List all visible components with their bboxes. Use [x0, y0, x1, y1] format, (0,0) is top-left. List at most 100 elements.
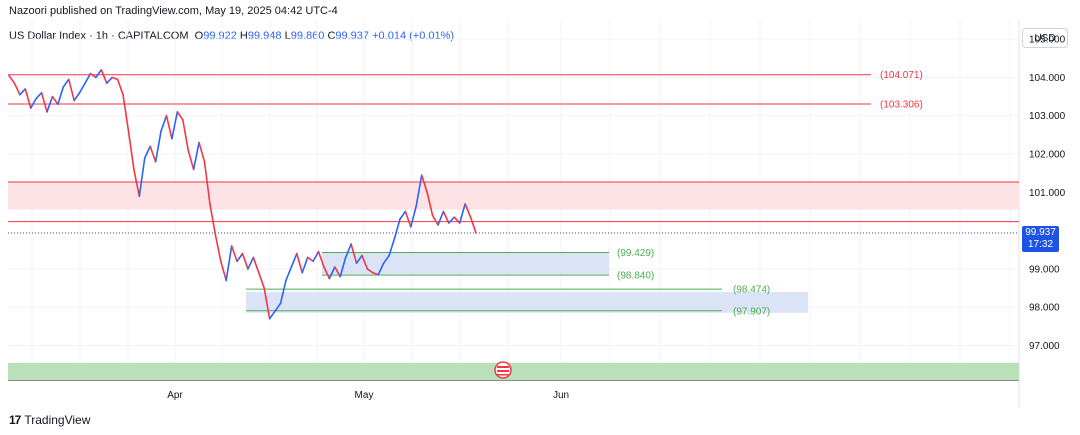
price-segment	[100, 68, 108, 84]
price-segment	[296, 252, 304, 274]
price-segment	[464, 203, 472, 219]
price-segment	[257, 271, 266, 289]
price-segment	[355, 254, 363, 264]
price-segment	[350, 243, 358, 264]
price-segment	[263, 287, 271, 320]
price-segment	[51, 95, 59, 106]
resistance-label: (104.071)	[880, 70, 923, 81]
price-segment	[437, 210, 445, 226]
price-segment	[35, 91, 43, 100]
price-segment	[268, 310, 276, 320]
price-segment	[171, 111, 179, 140]
price-segment	[73, 91, 81, 102]
price-segment	[138, 157, 146, 197]
grid	[8, 20, 1020, 408]
price-segment	[469, 216, 477, 234]
price-segment	[279, 279, 287, 305]
price-segment	[317, 250, 325, 268]
price-segment	[236, 252, 244, 263]
time-axis[interactable]: Apr May Jun	[167, 390, 569, 401]
time-tick-label: Jun	[553, 390, 569, 401]
us-flag-stripe	[497, 374, 509, 376]
price-tick-label: 98.000	[1029, 303, 1060, 314]
price-segment	[399, 210, 407, 220]
price-segment	[46, 95, 54, 113]
open-label: O	[194, 30, 204, 42]
price-segment	[382, 254, 390, 264]
price-segment	[285, 266, 293, 282]
price-segment	[214, 233, 222, 263]
price-segment	[344, 243, 352, 259]
price-segment	[252, 256, 260, 274]
price-segment	[19, 88, 27, 96]
price-segment	[442, 210, 450, 224]
price-segment	[181, 118, 189, 152]
price-segment	[143, 145, 151, 159]
price-segment	[448, 216, 456, 224]
price-segment	[393, 218, 401, 240]
price-segment	[95, 68, 103, 79]
price-segment	[230, 245, 238, 263]
price-segment	[89, 72, 97, 79]
tradingview-mark-icon: 17	[9, 413, 21, 427]
price-segment	[165, 114, 173, 140]
price-segment	[209, 203, 217, 236]
price-segment	[290, 252, 298, 268]
price-segment	[312, 250, 320, 263]
price-segment	[198, 141, 206, 163]
price-tick-label: 105.000	[1029, 35, 1066, 46]
price-segment	[133, 168, 141, 197]
price-segment	[306, 256, 314, 263]
price-segment	[67, 78, 75, 102]
tradingview-logo[interactable]: 17 TradingView	[9, 413, 90, 427]
price-tick-label: 101.000	[1029, 188, 1066, 199]
us-flag-stripe	[497, 370, 509, 372]
price-tick-label: 99.000	[1029, 264, 1060, 275]
support-zone-2	[246, 292, 808, 313]
price-tick-label: 104.000	[1029, 73, 1066, 84]
price-segment	[149, 145, 157, 163]
price-segment	[328, 266, 336, 280]
bottom-zone	[8, 362, 1019, 380]
price-segment	[388, 237, 396, 257]
price-segment	[323, 266, 331, 280]
price-segment	[420, 174, 428, 194]
price-segment	[366, 268, 374, 274]
support-label: (99.429)	[617, 248, 654, 259]
resistance-zone	[8, 182, 1019, 210]
support-label: (98.840)	[617, 271, 654, 282]
resistance-label: (103.306)	[880, 100, 923, 111]
tradingview-wordmark: TradingView	[24, 413, 91, 427]
price-segment	[274, 302, 282, 312]
support-label: (98.474)	[733, 285, 770, 296]
last-price-tag: 99.937 17:32	[1022, 226, 1059, 253]
price-axis[interactable]: 97.000 98.000 99.000 101.000 102.000 103.000 1…	[1029, 35, 1066, 352]
price-segment	[247, 256, 255, 270]
price-segment	[334, 266, 342, 278]
price-segment	[57, 86, 65, 106]
price-segment	[415, 174, 423, 207]
time-tick-label: May	[355, 390, 374, 401]
price-segment	[24, 88, 32, 109]
low-label: L	[284, 30, 291, 42]
price-segment	[160, 114, 168, 132]
price-segment	[154, 130, 162, 163]
price-segment	[453, 216, 461, 224]
price-tick-label: 103.000	[1029, 111, 1066, 122]
time-tick-label: Apr	[167, 390, 183, 401]
events-icon[interactable]	[494, 361, 512, 379]
price-tick-label: 102.000	[1029, 150, 1066, 161]
price-segment	[40, 91, 48, 113]
high-label: H	[239, 30, 248, 42]
currency-button[interactable]: USD	[1022, 28, 1068, 48]
price-segment	[176, 111, 184, 121]
price-segment	[62, 78, 70, 88]
zones	[8, 74, 1019, 380]
support-label: (97.907)	[733, 306, 770, 317]
price-segment	[301, 256, 309, 274]
price-segment	[339, 256, 347, 278]
level-labels: (104.071) (103.306) (99.429) (98.840) (98.47…	[617, 70, 923, 317]
price-segment	[219, 260, 228, 282]
price-segment	[203, 160, 211, 205]
